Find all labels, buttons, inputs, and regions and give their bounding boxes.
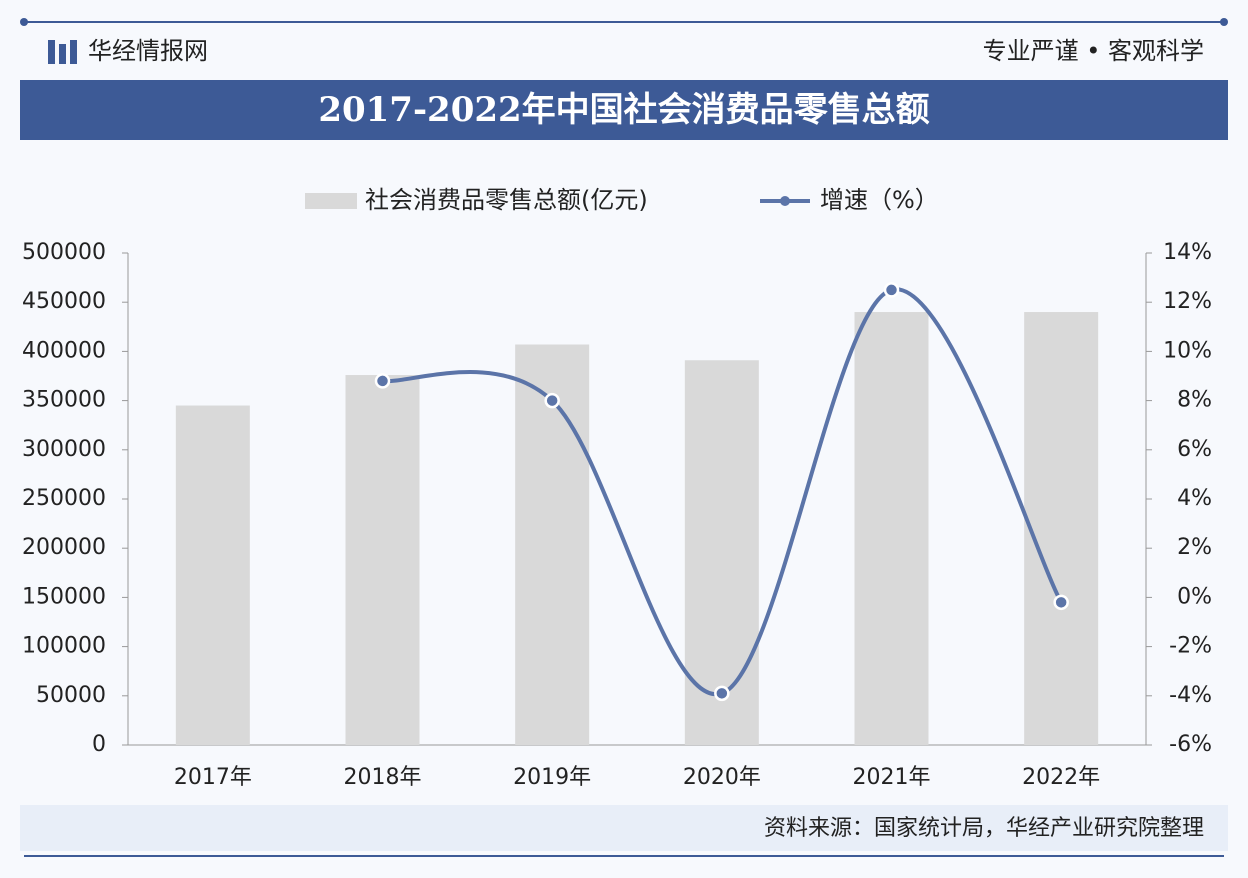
rule-dot <box>20 18 28 26</box>
line <box>382 287 1063 697</box>
y-tick-label: 150000 <box>22 584 106 609</box>
bar <box>684 360 759 745</box>
logo <box>70 40 77 64</box>
line-marker <box>544 392 560 409</box>
bar <box>175 405 250 745</box>
line-marker <box>714 685 730 702</box>
y2-tick-label: 6% <box>1177 437 1212 462</box>
bar <box>515 344 590 745</box>
y-tick-label: 0 <box>92 732 106 757</box>
bar <box>345 375 420 745</box>
rule-dot <box>1220 18 1228 26</box>
bar <box>854 312 929 745</box>
source-band <box>20 805 1228 851</box>
x-tick-label: 2022年 <box>1022 765 1100 790</box>
y-tick-label: 500000 <box>22 240 106 265</box>
y2-tick-label: 10% <box>1163 338 1212 363</box>
slogan: 专业严谨 • 客观科学 <box>983 37 1204 65</box>
y2-tick-label: 14% <box>1163 240 1212 265</box>
legend-label: 增速（%） <box>820 186 939 214</box>
x-tick-label: 2021年 <box>853 765 931 790</box>
line-marker <box>1053 594 1069 611</box>
y2-tick-label: 0% <box>1177 584 1212 609</box>
legend-label: 社会消费品零售总额(亿元) <box>365 186 648 214</box>
x-tick-label: 2017年 <box>174 765 252 790</box>
line-marker <box>883 282 900 298</box>
y-tick-label: 450000 <box>22 289 106 314</box>
y2-tick-label: 2% <box>1177 535 1212 560</box>
y-tick-label: 400000 <box>22 338 106 363</box>
line-marker <box>374 373 391 389</box>
x-tick-label: 2019年 <box>513 765 591 790</box>
source: 资料来源：国家统计局，华经产业研究院整理 <box>764 816 1204 841</box>
y-tick-label: 250000 <box>22 486 106 511</box>
y-tick-label: 350000 <box>22 388 106 413</box>
y2-tick-label: 4% <box>1177 486 1212 511</box>
legend-swatch <box>780 196 790 206</box>
logo <box>48 40 55 64</box>
x-tick-label: 2018年 <box>344 765 422 790</box>
y-tick-label: 200000 <box>22 535 106 560</box>
title-bar <box>20 80 1228 140</box>
y2-tick-label: -2% <box>1169 634 1212 659</box>
bar <box>1024 312 1099 745</box>
y2-tick-label: 8% <box>1177 388 1212 413</box>
brand: 华经情报网 <box>88 37 208 65</box>
logo <box>59 44 66 64</box>
chart-title: 2017-2022年中国社会消费品零售总额 <box>318 90 929 130</box>
y-tick-label: 50000 <box>36 683 106 708</box>
y2-tick-label: -4% <box>1169 683 1212 708</box>
y-tick-label: 300000 <box>22 437 106 462</box>
y2-tick-label: 12% <box>1163 289 1212 314</box>
legend-swatch <box>305 193 357 209</box>
y-tick-label: 100000 <box>22 634 106 659</box>
x-tick-label: 2020年 <box>683 765 761 790</box>
y2-tick-label: -6% <box>1169 732 1212 757</box>
